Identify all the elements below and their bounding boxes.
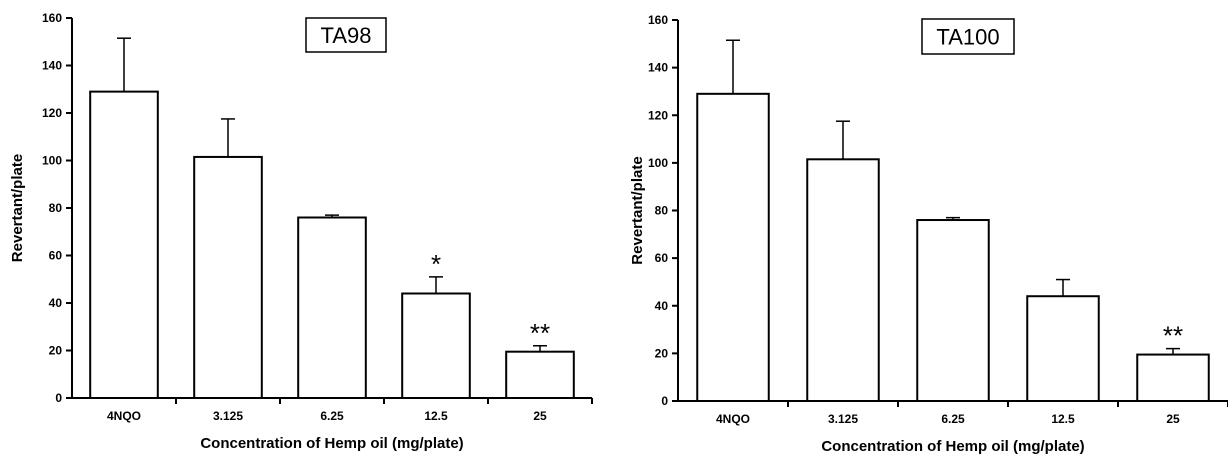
y-axis-label: Revertant/plate <box>9 154 26 262</box>
y-tick-label: 0 <box>661 394 668 408</box>
y-axis-label: Revertant/plate <box>629 156 646 264</box>
y-tick-label: 60 <box>49 249 63 263</box>
y-tick-label: 120 <box>648 108 668 122</box>
bar <box>1026 295 1100 403</box>
significance-marker: ** <box>1163 321 1183 351</box>
chart-title: TA100 <box>936 25 999 50</box>
y-tick-label: 20 <box>49 344 63 358</box>
significance-marker: * <box>431 249 441 279</box>
y-tick-label: 20 <box>655 346 669 360</box>
chart-ta100: 0 20 40 60 80 100 120 140 160 4NQO 3.125 6.25 12.5 25… <box>629 13 1228 455</box>
x-tick-label: 6.25 <box>941 412 965 426</box>
x-tick-label: 3.125 <box>213 409 243 423</box>
y-tick-label: 40 <box>49 296 63 310</box>
significance-marker: ** <box>530 318 550 348</box>
x-tick-label: 12.5 <box>424 409 448 423</box>
y-tick-label: 120 <box>42 106 62 120</box>
bar <box>401 292 471 399</box>
x-tick-label: 12.5 <box>1051 412 1075 426</box>
y-tick-label: 100 <box>648 156 668 170</box>
bar <box>916 219 990 402</box>
x-axis-label: Concentration of Hemp oil (mg/plate) <box>821 438 1084 455</box>
x-tick-label: 6.25 <box>320 409 344 423</box>
x-tick-label: 25 <box>1166 412 1180 426</box>
y-tick-label: 140 <box>42 59 62 73</box>
chart-ta98: 0 20 40 60 80 100 120 140 160 4NQO 3.125 6.25 12.5 * 2… <box>9 11 593 452</box>
y-tick-label: 100 <box>42 154 62 168</box>
bar <box>193 155 263 399</box>
y-tick-label: 80 <box>655 204 669 218</box>
x-tick-label: 25 <box>533 409 547 423</box>
x-tick-label: 4NQO <box>107 409 141 423</box>
y-tick-label: 40 <box>655 299 669 313</box>
bar <box>1136 353 1210 402</box>
bar <box>297 216 367 399</box>
bar <box>696 92 770 402</box>
y-tick-label: 160 <box>42 11 62 25</box>
y-tick-label: 80 <box>49 201 63 215</box>
x-tick-label: 4NQO <box>716 412 750 426</box>
y-tick-label: 60 <box>655 251 669 265</box>
chart-title-box <box>305 17 387 53</box>
chart-title-box <box>921 18 1015 55</box>
bar <box>505 350 575 399</box>
x-axis-label: Concentration of Hemp oil (mg/plate) <box>200 435 463 452</box>
bar <box>89 90 159 399</box>
y-tick-label: 160 <box>648 13 668 27</box>
bar <box>806 158 880 402</box>
y-tick-label: 0 <box>55 391 62 405</box>
chart-title: TA98 <box>321 23 372 48</box>
y-tick-label: 140 <box>648 61 668 75</box>
x-tick-label: 3.125 <box>828 412 858 426</box>
